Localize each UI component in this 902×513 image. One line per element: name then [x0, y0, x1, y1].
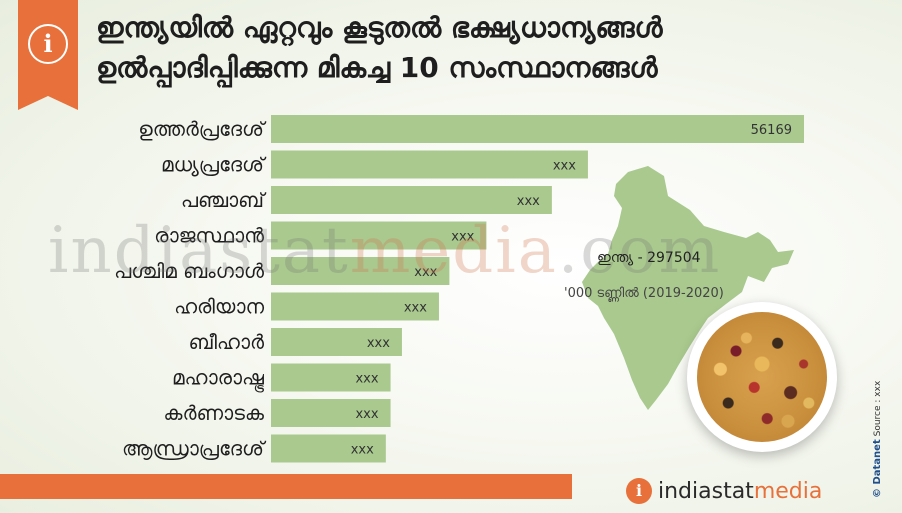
value-label-9: xxx	[355, 407, 378, 422]
value-label-1: 56169	[751, 123, 792, 138]
india-unit: '000 ടണ്ണിൽ (2019-2020)	[564, 286, 724, 301]
source-text: Source : xxx	[873, 380, 883, 437]
bars-layer: ഉത്തർപ്രദേശ് 56169 മധ്യപ്രദേശ് xxx പഞ്ചാബ് xx…	[114, 115, 804, 463]
info-badge: i	[18, 0, 78, 110]
category-label-10: ആന്ധ്രാപ്രദേശ്	[122, 437, 267, 461]
title-line-1: ഇന്ത്യയിൽ ഏറ്റവും കൂടുതൽ ഭക്ഷ്യധാന്യങ്ങൾ	[96, 11, 663, 44]
info-icon: i	[28, 24, 68, 64]
source-brand: © Datanet	[872, 439, 883, 498]
category-label-7: ബീഹാർ	[189, 330, 264, 354]
source-note: © Datanet Source : xxx	[872, 381, 883, 498]
value-label-10: xxx	[351, 443, 374, 458]
value-label-6: xxx	[404, 301, 427, 316]
value-label-8: xxx	[355, 372, 378, 387]
title-line-2: ഉൽപ്പാദിപ്പിക്കുന്ന മികച്ച 10 സംസ്ഥാനങ്ങ…	[96, 51, 658, 84]
value-label-2: xxx	[553, 159, 576, 174]
category-label-5: പശ്ചിമ ബംഗാൾ	[114, 259, 265, 283]
value-label-7: xxx	[367, 336, 390, 351]
bar-2	[271, 150, 588, 179]
india-total: ഇന്ത്യ - 297504	[597, 250, 701, 266]
bar-1	[271, 115, 804, 143]
bar-10	[271, 434, 386, 463]
bar-6	[271, 292, 439, 321]
category-label-8: മഹാരാഷ്ട്ര	[172, 366, 264, 393]
category-label-9: കർണാടക	[163, 401, 264, 425]
logo-wordmark: indiastatmedia	[658, 479, 822, 504]
bar-4	[271, 221, 487, 250]
footer-logo: i indiastatmedia	[626, 476, 822, 506]
bar-7	[271, 328, 402, 356]
value-label-5: xxx	[414, 265, 437, 280]
category-label-2: മധ്യപ്രദേശ്	[161, 153, 267, 177]
category-label-1: ഉത്തർപ്രദേശ്	[138, 117, 267, 141]
category-label-6: ഹരിയാന	[174, 295, 264, 319]
value-label-3: xxx	[517, 194, 540, 209]
bar-9	[271, 399, 391, 427]
logo-accent-text: media	[753, 478, 823, 504]
bar-3	[271, 186, 552, 214]
bar-8	[271, 363, 391, 392]
category-label-4: രാജസ്ഥാൻ	[154, 224, 264, 248]
grain-bowl-image	[687, 302, 837, 452]
grain-bowl-contents	[697, 312, 827, 442]
category-label-3: പഞ്ചാബ്	[181, 188, 267, 212]
page-title: ഇന്ത്യയിൽ ഏറ്റവും കൂടുതൽ ഭക്ഷ്യധാന്യങ്ങൾ…	[96, 8, 886, 88]
value-label-4: xxx	[451, 230, 474, 245]
logo-i-icon: i	[626, 478, 652, 504]
bar-5	[271, 257, 450, 285]
india-map	[582, 166, 794, 410]
logo-text: indiastat	[658, 478, 754, 504]
india-map-shape	[582, 166, 794, 410]
footer-bar	[0, 474, 572, 499]
